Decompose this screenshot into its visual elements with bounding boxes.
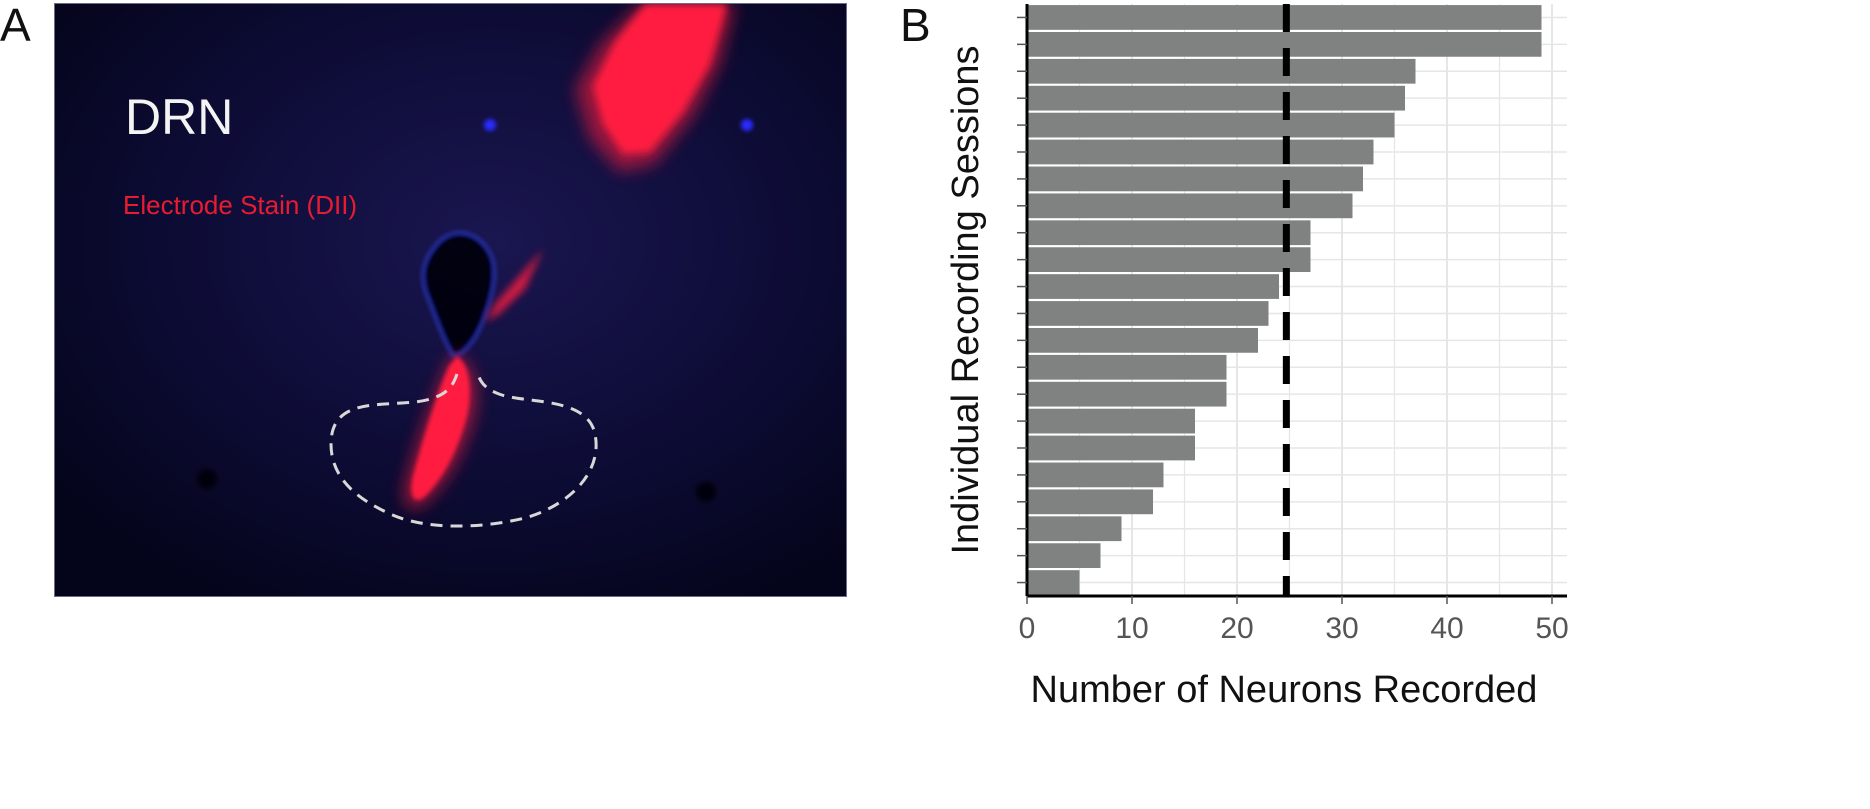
region-label: DRN (125, 89, 234, 145)
bar-session-19 (1027, 489, 1153, 515)
x-tick-label: 10 (1115, 612, 1148, 645)
bar-session-3 (1027, 58, 1416, 84)
bar-session-6 (1027, 139, 1374, 165)
chart-tick-labels: 0 10 20 30 40 50 (1019, 596, 1569, 645)
bar-session-9 (1027, 220, 1311, 246)
bar-session-20 (1027, 516, 1122, 542)
panel-label-b: B (900, 0, 931, 51)
x-tick-label: 40 (1430, 612, 1463, 645)
x-tick-label: 30 (1325, 612, 1358, 645)
dark-spot-right (696, 482, 716, 502)
bar-session-5 (1027, 112, 1395, 138)
stain-label: Electrode Stain (DII) (123, 190, 358, 220)
x-tick-label: 50 (1535, 612, 1568, 645)
lesion-cavity (421, 231, 497, 358)
fiducial-dot-left (484, 119, 496, 131)
drn-outline (329, 369, 598, 528)
bar-session-14 (1027, 354, 1227, 380)
y-axis-title: Individual Recording Sessions (945, 45, 987, 554)
x-tick-label: 20 (1220, 612, 1253, 645)
bar-session-17 (1027, 435, 1195, 461)
bar-session-12 (1027, 301, 1269, 326)
stain-track-lower (403, 354, 477, 509)
bar-session-16 (1027, 408, 1195, 434)
bar-session-15 (1027, 381, 1227, 407)
panel-label-a: A (0, 0, 31, 51)
bar-session-10 (1027, 247, 1311, 273)
chart-bars (1027, 5, 1542, 595)
stain-track-upper (485, 249, 543, 322)
chart-axes (1017, 4, 1567, 598)
bar-session-13 (1027, 327, 1258, 353)
bar-session-7 (1027, 166, 1363, 192)
neurons-bar-chart: 0 10 20 30 40 50 Number of Neurons Recorded I… (945, 4, 1569, 711)
x-tick-label: 0 (1019, 612, 1036, 645)
micrograph-image (55, 4, 846, 596)
bar-session-4 (1027, 85, 1405, 111)
bar-session-8 (1027, 193, 1353, 219)
bar-session-18 (1027, 462, 1164, 488)
bar-session-11 (1027, 274, 1279, 299)
bar-session-21 (1027, 543, 1101, 569)
bar-session-22 (1027, 570, 1080, 595)
histology-micrograph: DRN Electrode Stain (DII) (54, 3, 847, 597)
fiducial-dot-right (741, 119, 753, 131)
x-axis-title: Number of Neurons Recorded (1031, 669, 1538, 711)
stain-blob-large (575, 4, 735, 172)
dark-spot-left (197, 469, 217, 489)
